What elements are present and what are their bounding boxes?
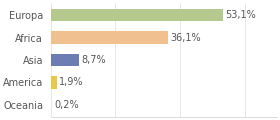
Text: 8,7%: 8,7% <box>81 55 106 65</box>
Text: 36,1%: 36,1% <box>170 33 201 43</box>
Text: 0,2%: 0,2% <box>54 100 78 110</box>
Bar <box>51 76 57 89</box>
Bar <box>51 9 223 21</box>
Text: 1,9%: 1,9% <box>59 77 84 87</box>
Bar <box>51 31 167 44</box>
Bar <box>51 54 79 66</box>
Text: 53,1%: 53,1% <box>225 10 256 20</box>
